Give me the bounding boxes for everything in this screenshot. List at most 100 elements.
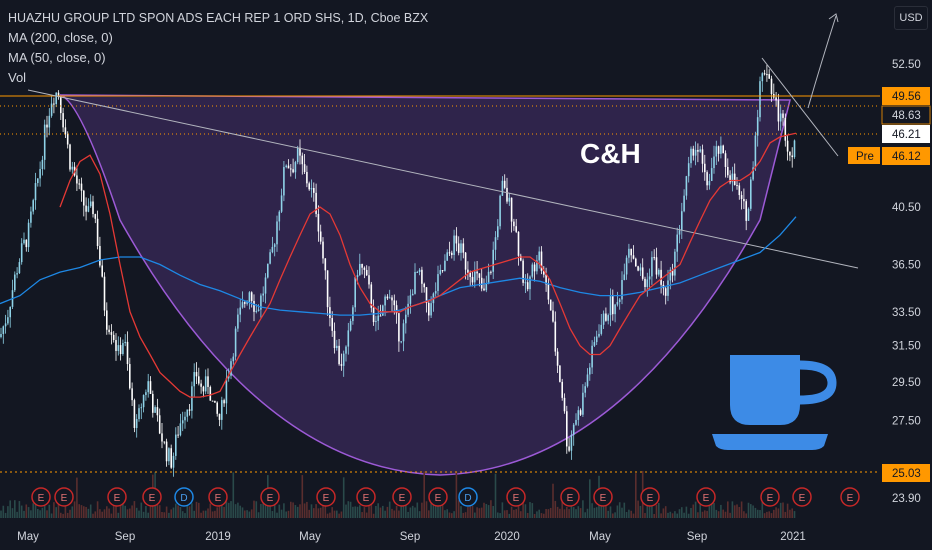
volume-bar	[110, 513, 113, 518]
volume-bar	[342, 477, 345, 518]
symbol-title[interactable]: HUAZHU GROUP LTD SPON ADS EACH REP 1 ORD…	[8, 11, 429, 25]
time-axis-background	[0, 520, 932, 550]
volume-bar	[135, 507, 138, 518]
currency-button[interactable]: USD	[894, 6, 928, 30]
earnings-badge[interactable]: E	[142, 487, 162, 507]
earnings-badge[interactable]: E	[260, 487, 280, 507]
candle	[191, 381, 193, 419]
candle	[138, 404, 140, 422]
volume-bar	[324, 500, 327, 518]
volume-bar	[480, 507, 483, 518]
candle	[462, 238, 465, 259]
candle	[517, 231, 520, 266]
volume-bar	[639, 505, 642, 518]
volume-bar	[425, 501, 428, 518]
volume-bar	[273, 502, 276, 518]
volume-bar	[441, 502, 444, 518]
volume-bar	[628, 509, 630, 518]
ma50-legend[interactable]: MA (50, close, 0)	[8, 50, 106, 65]
volume-bar	[359, 505, 361, 518]
earnings-badge[interactable]: E	[792, 487, 812, 507]
candle	[770, 75, 773, 102]
volume-bar	[230, 501, 232, 518]
volume-bar	[303, 503, 306, 518]
candle	[699, 146, 701, 153]
earnings-badge[interactable]: E	[506, 487, 526, 507]
volume-bar	[7, 506, 9, 518]
earnings-badge[interactable]: E	[428, 487, 448, 507]
candle	[55, 92, 57, 108]
candle	[257, 304, 260, 312]
candle	[216, 401, 218, 417]
candle	[326, 270, 329, 316]
volume-bar	[379, 507, 382, 518]
earnings-badge[interactable]: E	[560, 487, 580, 507]
candle	[16, 267, 18, 279]
earnings-badge[interactable]: E	[107, 487, 127, 507]
candle	[9, 306, 11, 328]
candle	[186, 409, 189, 422]
earnings-badge[interactable]: E	[208, 487, 228, 507]
volume-bar	[287, 510, 290, 518]
volume-bar	[142, 511, 145, 518]
volume-bar	[575, 509, 577, 518]
volume-bar	[453, 511, 455, 518]
candle	[161, 423, 163, 449]
volume-bar	[50, 513, 53, 518]
volume-bar	[214, 510, 216, 518]
ma200-legend[interactable]: MA (200, close, 0)	[8, 30, 113, 45]
candle	[372, 299, 375, 326]
candle	[457, 236, 460, 256]
earnings-badge[interactable]: E	[696, 487, 716, 507]
volume-bar	[4, 512, 7, 518]
volume-bar	[57, 502, 60, 518]
earnings-badge[interactable]: E	[392, 487, 412, 507]
volume-bar	[30, 510, 32, 518]
volume-bar	[593, 507, 596, 518]
dividend-badge[interactable]: D	[174, 487, 194, 507]
price-tick: 31.50	[892, 341, 921, 353]
earnings-badge[interactable]: E	[593, 487, 613, 507]
candle	[106, 302, 108, 335]
candle	[572, 422, 575, 446]
earnings-badge[interactable]: E	[760, 487, 780, 507]
volume-bar	[129, 508, 131, 518]
candle	[163, 441, 166, 445]
volume-bar	[241, 507, 244, 518]
candle	[7, 309, 9, 326]
volume-bar	[784, 511, 787, 518]
candle	[375, 315, 377, 332]
candle	[48, 108, 51, 136]
volume-bar	[710, 501, 713, 518]
candle	[99, 236, 101, 268]
volume-bar	[708, 500, 711, 518]
time-tick: 2019	[205, 531, 231, 543]
volume-legend[interactable]: Vol	[8, 70, 27, 85]
volume-bar	[485, 503, 488, 518]
candle	[568, 437, 570, 453]
volume-bar	[552, 483, 554, 518]
candle	[140, 403, 143, 420]
volume-bar	[225, 501, 228, 518]
earnings-badge[interactable]: E	[840, 487, 860, 507]
volume-bar	[43, 505, 46, 518]
candle	[678, 224, 681, 244]
candle	[421, 266, 423, 293]
dividend-badge[interactable]: D	[458, 487, 478, 507]
candle	[76, 165, 78, 192]
candle	[338, 339, 340, 366]
earnings-badge[interactable]: E	[54, 487, 74, 507]
candle	[244, 300, 246, 308]
earnings-badge[interactable]: E	[356, 487, 376, 507]
earnings-badge[interactable]: E	[31, 487, 51, 507]
volume-bar	[209, 503, 212, 518]
earnings-badge[interactable]: E	[316, 487, 336, 507]
earnings-badge[interactable]: E	[640, 487, 660, 507]
volume-bar	[0, 510, 2, 518]
volume-bar	[745, 513, 747, 518]
volume-bar	[239, 505, 241, 518]
price-tick: 29.50	[892, 377, 921, 389]
candle	[474, 261, 476, 288]
volume-bar	[782, 502, 784, 518]
